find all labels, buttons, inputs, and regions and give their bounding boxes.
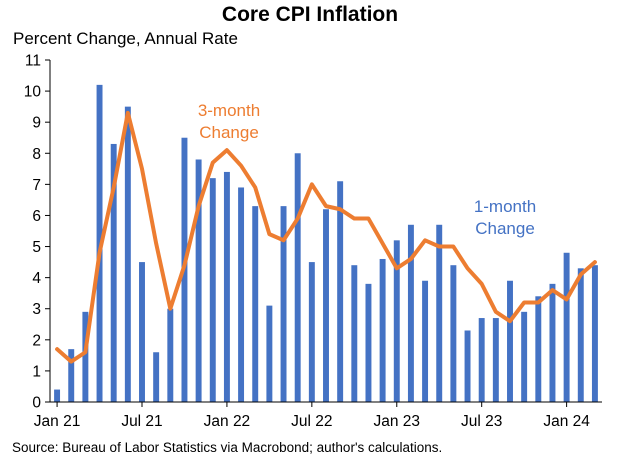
bar-1month — [266, 305, 273, 402]
line-layer — [55, 110, 597, 364]
bar-1month — [535, 296, 542, 402]
y-tick-label: 7 — [32, 177, 41, 194]
x-tick-label: Jul 22 — [291, 413, 332, 430]
y-tick-label: 3 — [32, 301, 41, 318]
annotation-1month-line2: Change — [475, 219, 535, 238]
bar-1month — [124, 106, 131, 402]
bar-1month — [492, 318, 499, 402]
y-tick-label: 4 — [32, 270, 41, 287]
bar-1month — [139, 262, 145, 402]
axes-layer — [45, 59, 602, 407]
bar-1month — [464, 330, 471, 402]
y-tick-label: 8 — [32, 146, 41, 163]
bar-1month — [223, 171, 230, 402]
y-tick-label: 10 — [24, 84, 42, 101]
bar-1month — [308, 262, 315, 402]
bar-1month — [280, 206, 287, 402]
bar-1month — [238, 187, 245, 402]
x-tick-label: Jan 21 — [34, 413, 81, 430]
chart-source: Source: Bureau of Labor Statistics via M… — [12, 440, 443, 455]
bars-layer — [54, 84, 598, 403]
y-tick-label: 2 — [32, 332, 41, 349]
bar-1month — [209, 178, 216, 402]
bar-1month — [323, 209, 329, 402]
bar-1month — [337, 181, 344, 402]
bar-1month — [436, 224, 443, 402]
y-tick-label: 5 — [32, 239, 41, 256]
x-tick-labels: Jan 21 Jul 21 Jan 22 Jul 22 Jan 23 Jul 23 Jan … — [34, 413, 590, 430]
chart-title: Core CPI Inflation — [221, 3, 399, 26]
bar-1month — [195, 159, 202, 402]
line-3month — [55, 110, 597, 364]
bar-1month — [252, 206, 259, 402]
bar-1month — [422, 280, 429, 402]
x-tick-label: Jul 23 — [461, 413, 502, 430]
chart-subtitle: Percent Change, Annual Rate — [13, 29, 238, 48]
bar-1month — [365, 283, 372, 402]
bar-1month — [407, 224, 414, 402]
bar-1month — [507, 280, 513, 402]
annotation-3month-line2: Change — [199, 123, 259, 142]
bar-1month — [351, 265, 358, 402]
bar-1month — [549, 283, 556, 402]
bar-1month — [294, 153, 301, 402]
bar-1month — [450, 265, 457, 402]
bar-1month — [521, 311, 528, 402]
annotation-3month-line1: 3-month — [198, 101, 260, 120]
bar-1month — [591, 265, 598, 402]
bar-1month — [153, 352, 160, 402]
bar-1month — [478, 318, 485, 402]
y-tick-label: 11 — [25, 53, 41, 70]
bar-1month — [563, 252, 570, 402]
x-tick-label: Jul 21 — [121, 413, 162, 430]
bar-1month — [110, 143, 117, 402]
y-tick-label: 9 — [32, 115, 41, 132]
bar-1month — [54, 389, 61, 402]
x-tick-label: Jan 23 — [373, 413, 420, 430]
bar-1month — [82, 311, 89, 402]
x-tick-label: Jan 22 — [204, 413, 251, 430]
bar-1month — [393, 240, 400, 402]
bar-1month — [68, 349, 75, 402]
bar-1month — [379, 258, 386, 402]
bar-1month — [167, 308, 174, 402]
x-tick-label: Jan 24 — [543, 413, 590, 430]
y-tick-labels: 0 1 2 3 4 5 6 7 8 9 10 11 — [24, 53, 42, 412]
annotation-1month-line1: 1-month — [474, 197, 536, 216]
annotations: 3-month Change 1-month Change — [198, 101, 536, 238]
bar-1month — [577, 268, 584, 402]
y-tick-label: 1 — [32, 363, 41, 380]
y-tick-label: 0 — [32, 395, 41, 412]
y-tick-label: 6 — [32, 208, 41, 225]
